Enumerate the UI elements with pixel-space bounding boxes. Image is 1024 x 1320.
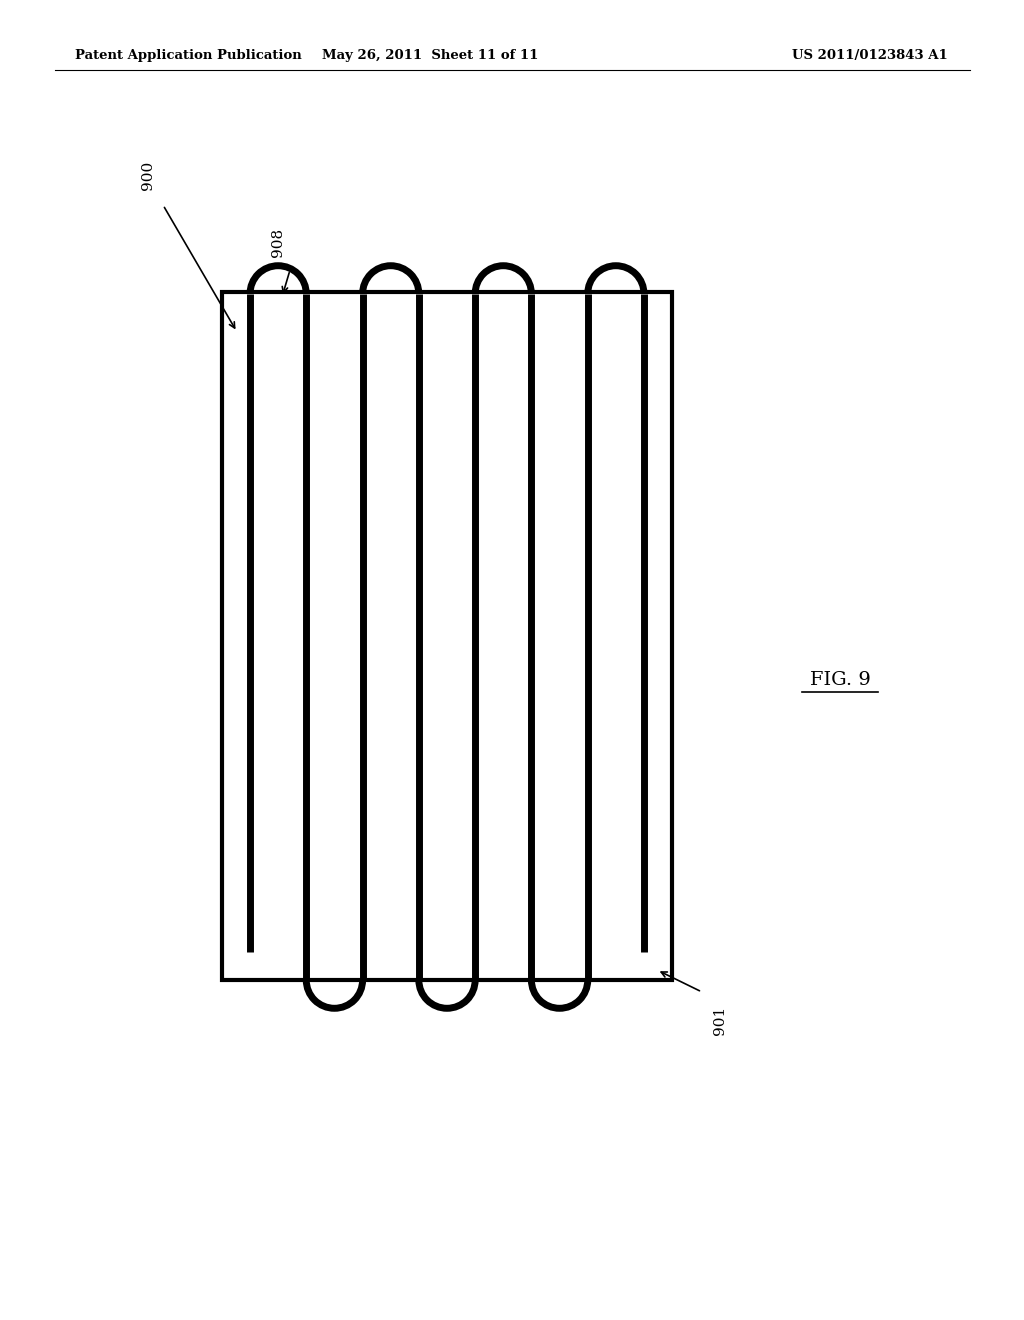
Text: 908: 908 [271,227,285,256]
Text: 900: 900 [141,160,155,190]
Text: US 2011/0123843 A1: US 2011/0123843 A1 [793,49,948,62]
Text: Patent Application Publication: Patent Application Publication [75,49,302,62]
Text: May 26, 2011  Sheet 11 of 11: May 26, 2011 Sheet 11 of 11 [322,49,539,62]
Text: 901: 901 [713,1006,727,1035]
Text: FIG. 9: FIG. 9 [810,671,870,689]
Bar [222,292,672,979]
